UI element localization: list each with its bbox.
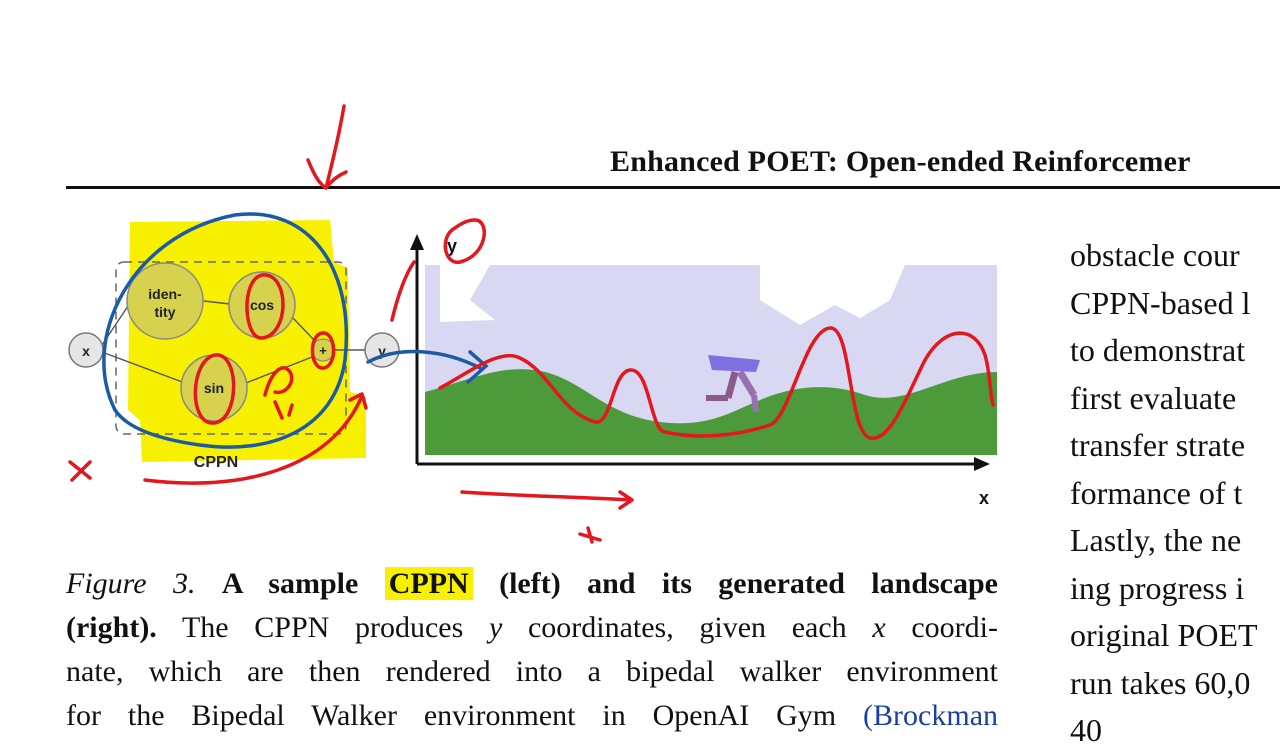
body-line: obstacle cour bbox=[1070, 237, 1240, 273]
walker-hull bbox=[708, 355, 760, 372]
body-line: 40 bbox=[1070, 712, 1102, 748]
x-mark-bottom bbox=[578, 526, 602, 544]
caption-line-3: nate, which are then rendered into a bip… bbox=[66, 655, 998, 688]
label-identity-2: tity bbox=[155, 304, 176, 320]
caption-bold-a: A sample bbox=[221, 567, 359, 600]
walker-leg bbox=[737, 370, 757, 397]
caption-line-2: (right). The CPPN produces y coordinates… bbox=[66, 606, 998, 650]
caption-bold-cppn-highlighted: CPPN bbox=[384, 567, 473, 600]
caption-var-x: x bbox=[872, 611, 886, 644]
caption-var-y: y bbox=[488, 611, 503, 644]
arrow-output-to-axis bbox=[390, 260, 416, 322]
circle-cos bbox=[245, 273, 285, 340]
caption-line-4: for the Bipedal Walker environment in Op… bbox=[66, 694, 998, 738]
squiggle-near-sin bbox=[263, 366, 294, 397]
body-line: formance of t bbox=[1070, 474, 1243, 511]
landscape-panel bbox=[425, 265, 997, 455]
axis-y-label: y bbox=[447, 236, 457, 256]
underline-cppn bbox=[143, 392, 368, 485]
label-output-y: y bbox=[378, 343, 386, 359]
label-input-x: x bbox=[82, 343, 90, 359]
caption-bold-right: (right). bbox=[66, 611, 157, 644]
node-identity bbox=[126, 262, 204, 340]
body-line: CPPN-based l bbox=[1070, 284, 1251, 321]
axis-x-label: x bbox=[979, 488, 989, 508]
dot-mark bbox=[273, 400, 294, 420]
arrow-down-mark bbox=[306, 104, 348, 190]
label-sin: sin bbox=[204, 380, 224, 396]
body-line: run takes 60,0 bbox=[1070, 664, 1251, 701]
blue-ink-annotations bbox=[102, 212, 489, 449]
landscape-axes bbox=[410, 234, 990, 471]
walker-leg bbox=[751, 394, 759, 413]
body-line: transfer strate bbox=[1070, 427, 1246, 463]
cloud-shape bbox=[760, 265, 905, 325]
caption-line-1: Figure 3. A sample CPPN (left) and its g… bbox=[66, 562, 998, 606]
header-rule bbox=[66, 186, 1280, 189]
circle-plus bbox=[310, 331, 336, 370]
circle-y-axis bbox=[443, 218, 486, 264]
body-line: ing progress i bbox=[1070, 569, 1245, 606]
running-header-title: Enhanced POET: Open-ended Reinforcemer bbox=[610, 145, 1191, 178]
caption-line2-mid: coordinates, given each bbox=[527, 611, 847, 644]
caption-figure-number: Figure 3. bbox=[66, 567, 196, 600]
red-ink-annotations bbox=[68, 104, 995, 544]
caption-line4-text: for the Bipedal Walker environment in Op… bbox=[66, 699, 837, 732]
caption-line2-end: coordi- bbox=[911, 611, 998, 644]
body-line: to demonstrat bbox=[1070, 332, 1246, 368]
arrow-x-axis bbox=[460, 490, 634, 510]
wave-trace bbox=[438, 326, 995, 440]
label-identity-1: iden- bbox=[148, 286, 182, 302]
body-line: original POET bbox=[1070, 617, 1258, 653]
caption-bold-rest: (left) and its generated landscape bbox=[499, 567, 998, 600]
label-cppn: CPPN bbox=[194, 454, 238, 471]
figure-caption: Figure 3. A sample CPPN (left) and its g… bbox=[66, 562, 998, 738]
cloud-shape bbox=[440, 265, 495, 322]
x-mark-left bbox=[68, 460, 92, 482]
ground-terrain bbox=[425, 369, 997, 455]
caption-line2-rest: The CPPN produces bbox=[181, 611, 464, 644]
citation-link-brockman[interactable]: (Brockman bbox=[863, 699, 999, 732]
label-cos: cos bbox=[250, 297, 274, 313]
walker-leg bbox=[724, 371, 739, 399]
circle-sin bbox=[193, 353, 236, 425]
body-line: Lastly, the ne bbox=[1070, 522, 1242, 558]
figure-3: x iden- tity cos sin + y CPPN y x bbox=[68, 104, 997, 544]
body-line: first evaluate bbox=[1070, 379, 1237, 416]
label-plus: + bbox=[319, 343, 327, 358]
right-column-text: obstacle cour CPPN-based l to demonstrat… bbox=[1070, 232, 1280, 755]
